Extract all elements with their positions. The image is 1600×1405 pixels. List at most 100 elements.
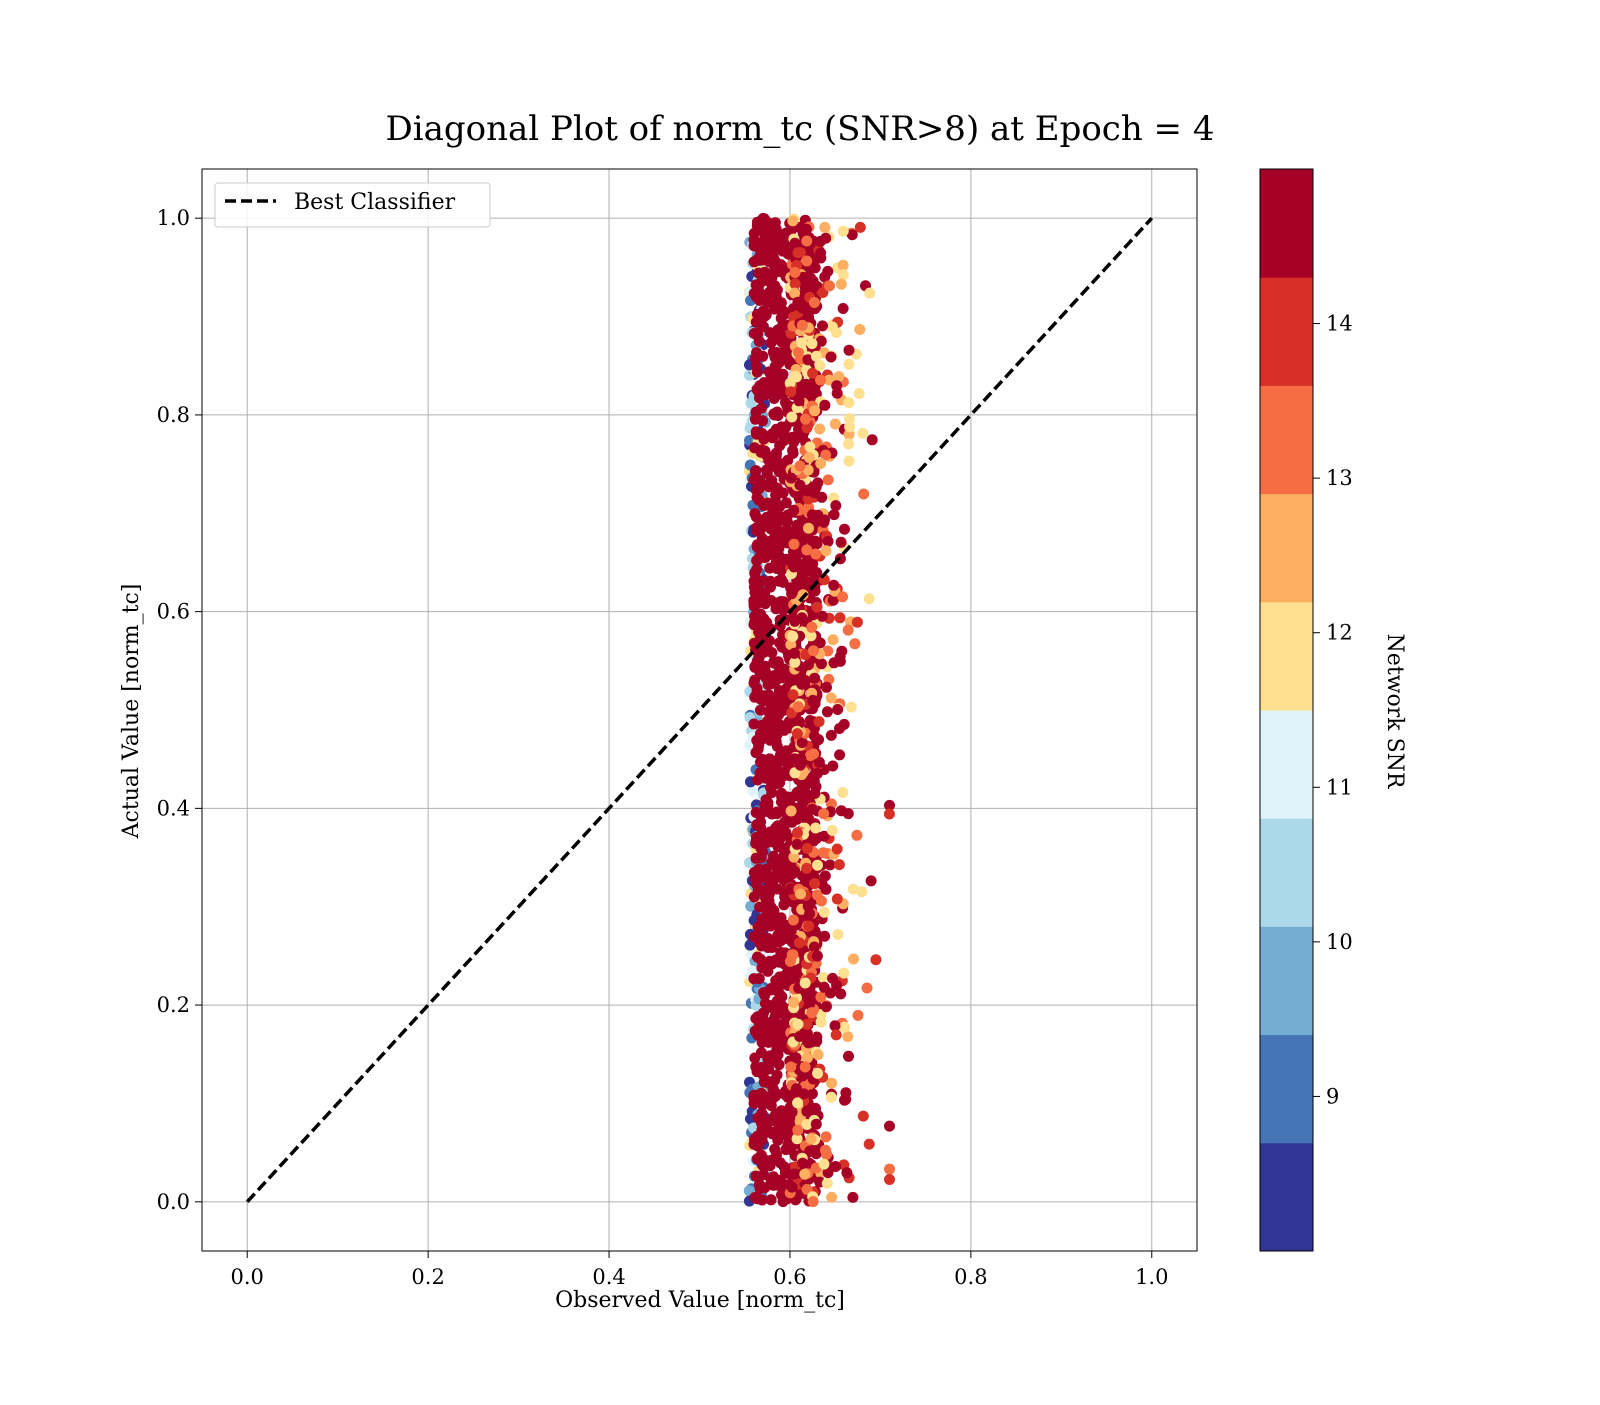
scatter-point [830,1161,842,1172]
scatter-point [788,561,800,573]
scatter-point [759,552,771,563]
scatter-point [838,967,850,979]
scatter-point [765,983,777,994]
scatter-point [758,252,770,264]
scatter-point [825,729,837,741]
x-tick-label: 0.6 [773,1265,806,1289]
scatter-point [823,374,835,386]
scatter-point [769,217,781,229]
scatter-point [803,522,814,534]
scatter-point [811,832,823,844]
scatter-point [759,1119,771,1131]
scatter-point [764,327,776,339]
colorbar-tick-label: 14 [1326,312,1353,336]
scatter-point [789,865,801,877]
scatter-point [789,767,801,779]
scatter-point [801,255,813,267]
scatter-point [825,1091,837,1103]
scatter-point [782,403,794,415]
scatter-point [791,1133,803,1145]
scatter-point [837,303,849,314]
scatter-point [770,1028,781,1039]
scatter-point [835,536,847,548]
scatter-point [821,1177,833,1189]
scatter-point [745,397,757,409]
scatter-point [819,221,831,233]
scatter-point [835,988,847,1000]
scatter-point [788,538,800,550]
scatter-point [833,859,845,871]
scatter-point [792,346,804,358]
scatter-point [748,718,760,730]
scatter-point [804,441,816,453]
scatter-point [761,468,773,479]
scatter-point [776,701,788,713]
scatter-point [758,885,770,897]
scatter-point [809,878,821,890]
scatter-point [829,1020,841,1032]
scatter-point [820,883,832,895]
scatter-point [748,891,760,903]
scatter-point [751,873,762,885]
scatter-point [781,341,793,353]
scatter-point [837,787,849,798]
scatter-point [778,435,790,447]
scatter-point [768,427,780,439]
scatter-point [827,594,839,606]
scatter-point [763,1036,774,1048]
scatter-point [785,639,797,651]
scatter-point [821,706,833,718]
scatter-point [764,753,776,765]
scatter-point [774,1174,786,1186]
scatter-point [759,998,771,1009]
scatter-point [808,941,820,953]
scatter-point [842,808,854,820]
scatter-point [801,1052,813,1064]
scatter-point [802,485,814,497]
scatter-point [818,906,830,918]
colorbar: 9 10 11 12 13 14 [1259,168,1353,1252]
scatter-point [843,397,855,409]
scatter-point [822,1167,834,1179]
colorbar-tick-label: 13 [1326,466,1353,490]
scatter-point [763,1063,775,1075]
scatter-point [801,1119,813,1130]
scatter-point [765,1194,777,1206]
scatter-point [810,1118,822,1130]
scatter-point [786,1181,798,1193]
scatter-point [772,841,784,853]
scatter-point [786,588,798,600]
scatter-point [765,782,776,794]
best-classifier-line [245,216,1154,1204]
legend-entry-best-classifier: Best Classifier [294,190,456,215]
colorbar-segment [1260,710,1313,819]
y-axis-ticks: 0.0 0.2 0.4 0.6 0.8 1.0 [157,206,202,1214]
scatter-point [756,962,768,974]
scatter-point [811,768,823,779]
scatter-point [801,1018,813,1030]
scatter-point [755,608,766,620]
scatter-point [792,1018,804,1030]
colorbar-segment [1260,818,1313,927]
scatter-point [884,799,895,811]
scatter-point [808,748,820,760]
scatter-point [751,563,763,575]
scatter-point [793,492,805,504]
scatter-point [772,860,784,872]
scatter-point [820,1131,832,1143]
scatter-point [748,256,760,268]
scatter-point [806,338,818,350]
scatter-point [807,367,819,379]
scatter-point [788,504,800,516]
scatter-point [856,886,868,898]
scatter-point [767,243,779,255]
scatter-point [760,769,772,781]
scatter-point [802,1037,814,1049]
scatter-point [857,427,869,439]
scatter-point [815,235,826,247]
scatter-point [828,657,840,669]
scatter-point [824,859,836,871]
scatter-point [755,704,766,716]
scatter-point [786,411,798,423]
